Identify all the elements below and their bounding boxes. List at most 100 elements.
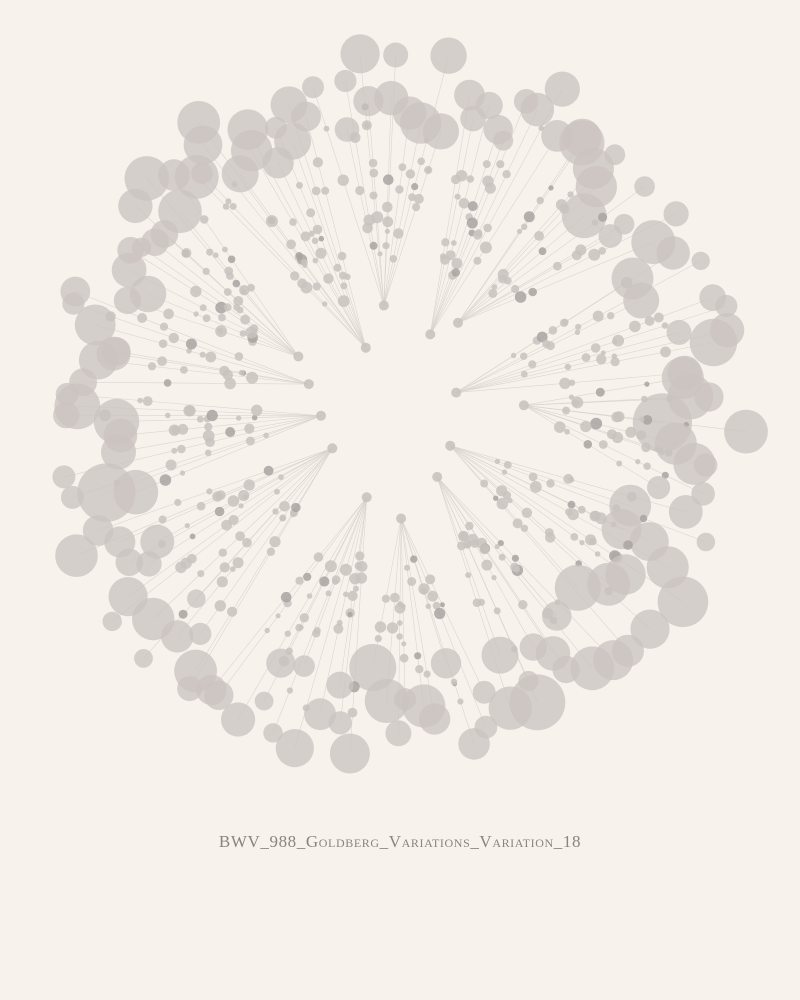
inner-node — [484, 182, 496, 194]
spoke-line — [523, 405, 704, 495]
outer-node — [601, 508, 642, 550]
inner-node — [180, 366, 188, 374]
spoke-line — [372, 518, 402, 668]
inner-node — [369, 191, 378, 200]
spoke-line — [83, 381, 309, 385]
inner-node — [658, 449, 665, 456]
inner-node — [466, 175, 475, 183]
inner-node — [643, 462, 651, 470]
outer-node — [691, 251, 710, 271]
outer-node — [302, 76, 324, 99]
inner-node — [513, 566, 520, 573]
inner-node — [113, 479, 121, 486]
inner-node — [417, 157, 426, 166]
inner-node — [181, 248, 192, 258]
inner-node — [238, 503, 244, 509]
inner-node — [399, 653, 409, 663]
spoke-line — [400, 518, 425, 707]
inner-node — [398, 163, 407, 172]
inner-node — [432, 601, 441, 610]
outer-node — [124, 156, 170, 201]
spoke-line — [189, 448, 333, 689]
inner-node — [639, 416, 645, 423]
outer-node — [554, 564, 601, 611]
inner-node — [636, 430, 647, 440]
inner-node — [213, 252, 219, 258]
outer-node — [108, 577, 148, 617]
inner-node — [369, 241, 378, 250]
inner-node — [425, 167, 431, 173]
inner-node — [218, 313, 226, 322]
inner-node — [300, 231, 311, 242]
inner-node — [264, 627, 270, 634]
spoke-line — [98, 359, 309, 385]
inner-node — [337, 295, 350, 307]
inner-node — [591, 219, 599, 226]
inner-node — [286, 239, 296, 250]
inner-node — [571, 250, 582, 261]
inner-node — [516, 228, 523, 234]
outer-node — [134, 649, 153, 668]
inner-node — [562, 406, 571, 415]
inner-node — [473, 256, 482, 265]
inner-node — [660, 346, 671, 358]
inner-node — [497, 540, 504, 547]
inner-node — [467, 201, 478, 212]
inner-node — [214, 600, 226, 612]
inner-node — [653, 312, 664, 323]
inner-node — [588, 248, 601, 261]
inner-node — [545, 341, 555, 351]
inner-node — [222, 203, 230, 210]
inner-node — [163, 308, 174, 320]
outer-node — [129, 275, 167, 313]
spoke-line — [75, 291, 309, 385]
radial-node-burst — [52, 34, 768, 774]
inner-node — [278, 474, 284, 480]
inner-node — [186, 348, 192, 354]
outer-node — [519, 633, 547, 661]
inner-node — [364, 122, 370, 129]
inner-node — [312, 629, 321, 638]
inner-node — [479, 241, 492, 254]
spoke-line — [430, 105, 490, 335]
inner-node — [567, 500, 576, 509]
spoke-line — [98, 448, 333, 531]
inner-node — [158, 515, 167, 524]
inner-node — [564, 428, 570, 435]
inner-node — [501, 469, 508, 475]
hub-node — [378, 300, 389, 311]
inner-node — [425, 603, 431, 609]
node-circles — [52, 34, 768, 774]
spoke-line — [154, 241, 299, 357]
inner-node — [206, 488, 213, 495]
inner-node — [386, 622, 399, 634]
outer-node — [74, 304, 116, 346]
inner-node — [390, 592, 400, 603]
inner-node — [456, 170, 468, 182]
outer-node — [570, 646, 615, 691]
inner-node — [559, 377, 571, 389]
inner-node — [393, 228, 404, 239]
inner-node — [174, 498, 182, 507]
inner-node — [610, 357, 620, 367]
inner-node — [488, 288, 498, 298]
inner-node — [177, 423, 189, 435]
hub-node — [396, 513, 407, 524]
inner-node — [548, 326, 558, 335]
inner-node — [611, 431, 624, 444]
inner-node — [445, 250, 456, 261]
inner-node — [439, 602, 445, 608]
spoke-line — [436, 476, 538, 703]
inner-node — [371, 211, 384, 224]
inner-node — [381, 594, 390, 603]
inner-node — [216, 576, 228, 588]
inner-node — [568, 394, 575, 400]
inner-node — [272, 508, 279, 515]
spoke-line — [195, 448, 333, 672]
spoke-line — [251, 150, 367, 348]
spoke-line — [120, 415, 322, 436]
inner-node — [514, 291, 527, 303]
inner-node — [263, 465, 274, 476]
outer-node — [724, 409, 768, 454]
